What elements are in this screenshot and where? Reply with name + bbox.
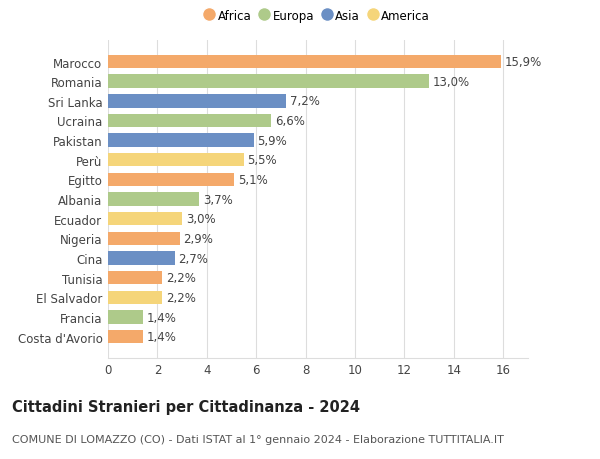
Bar	[108, 311, 143, 324]
Bar	[108, 193, 199, 207]
Text: 2,2%: 2,2%	[166, 291, 196, 304]
Bar	[108, 213, 182, 226]
Text: 7,2%: 7,2%	[290, 95, 319, 108]
Text: 15,9%: 15,9%	[505, 56, 542, 69]
Text: 1,4%: 1,4%	[146, 330, 176, 343]
Bar	[108, 115, 271, 128]
Bar	[108, 134, 254, 147]
Text: 3,0%: 3,0%	[186, 213, 215, 226]
Bar	[108, 174, 234, 187]
Text: COMUNE DI LOMAZZO (CO) - Dati ISTAT al 1° gennaio 2024 - Elaborazione TUTTITALIA: COMUNE DI LOMAZZO (CO) - Dati ISTAT al 1…	[12, 434, 504, 444]
Text: 1,4%: 1,4%	[146, 311, 176, 324]
Bar	[108, 154, 244, 167]
Bar	[108, 271, 163, 285]
Bar	[108, 252, 175, 265]
Bar	[108, 56, 501, 69]
Bar	[108, 291, 163, 304]
Text: Cittadini Stranieri per Cittadinanza - 2024: Cittadini Stranieri per Cittadinanza - 2…	[12, 399, 360, 414]
Bar	[108, 232, 179, 246]
Text: 13,0%: 13,0%	[433, 75, 470, 89]
Text: 2,7%: 2,7%	[178, 252, 208, 265]
Text: 5,1%: 5,1%	[238, 174, 268, 186]
Bar	[108, 75, 429, 89]
Bar	[108, 330, 143, 344]
Text: 6,6%: 6,6%	[275, 115, 305, 128]
Legend: Africa, Europa, Asia, America: Africa, Europa, Asia, America	[202, 6, 434, 26]
Text: 2,9%: 2,9%	[184, 232, 213, 246]
Text: 2,2%: 2,2%	[166, 272, 196, 285]
Bar	[108, 95, 286, 108]
Text: 5,5%: 5,5%	[248, 154, 277, 167]
Text: 3,7%: 3,7%	[203, 193, 233, 206]
Text: 5,9%: 5,9%	[257, 134, 287, 147]
